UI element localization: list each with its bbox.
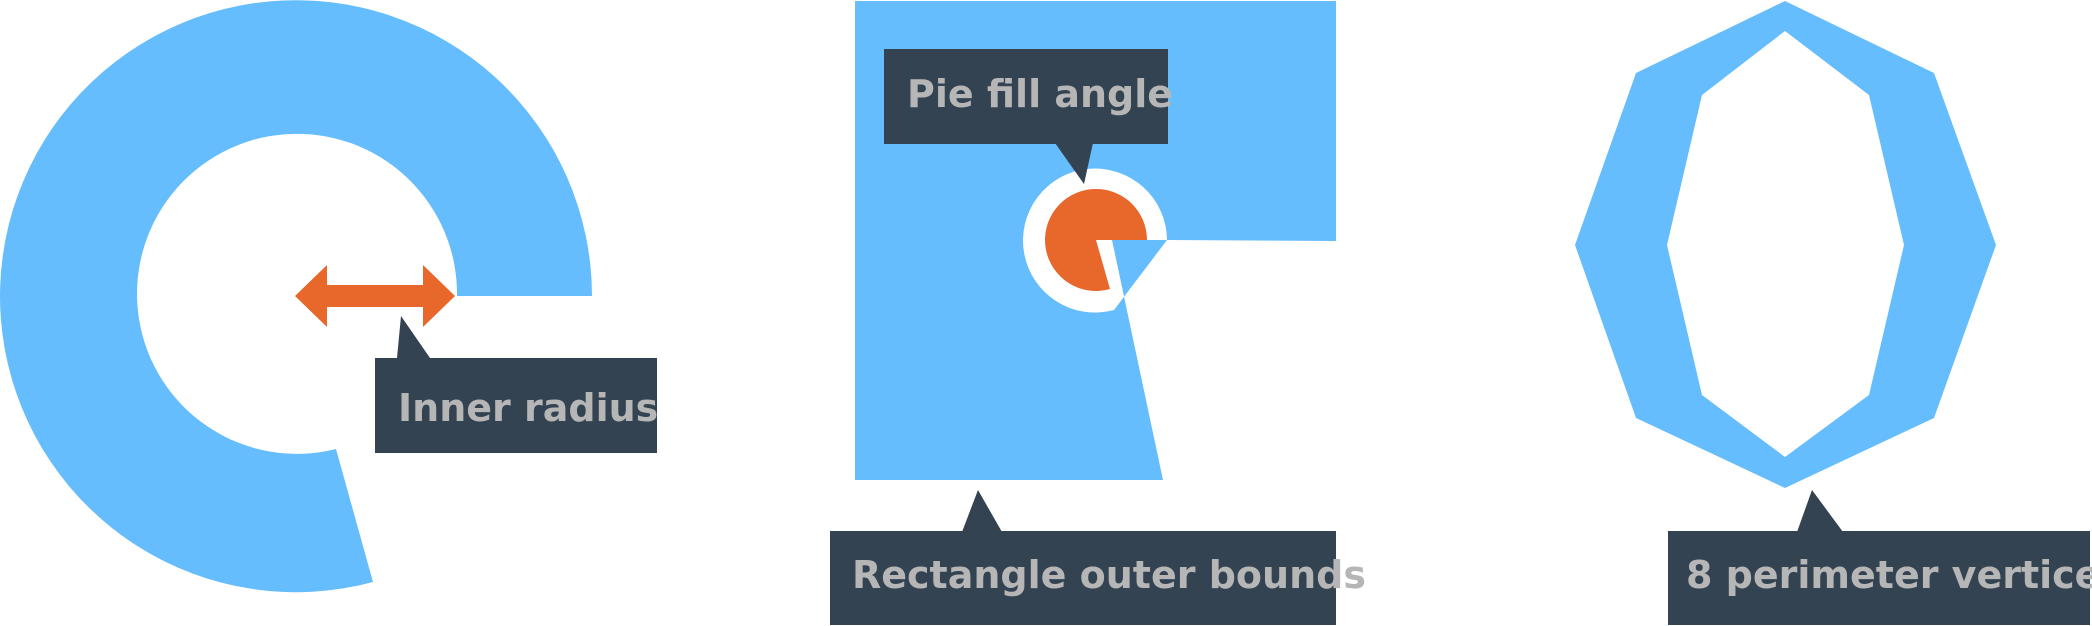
partial-ring-panel: Inner radius [0,0,658,593]
octagon-ring-panel: 8 perimeter vertices [1575,1,2092,625]
pie-fill-angle-label: Pie fill angle [907,72,1173,116]
pie-fill-angle-callout-box [884,49,1168,144]
inner-radius-double-arrow [295,265,455,327]
perimeter-vertices-callout: 8 perimeter vertices [1668,490,2092,625]
inner-radius-callout-pointer [397,316,430,358]
perimeter-vertices-label: 8 perimeter vertices [1686,553,2092,597]
perimeter-vertices-callout-box [1668,531,2090,625]
pie-fill-wedge [1045,188,1147,291]
rectangle-outer-bounds-callout: Rectangle outer bounds [830,490,1366,625]
inner-radius-callout: Inner radius [375,316,658,453]
perimeter-vertices-callout-pointer [1797,490,1843,532]
inner-radius-label: Inner radius [398,386,658,430]
octagon-ring-shape [1575,1,1996,488]
pie-fill-angle-callout: Pie fill angle [884,49,1173,184]
inner-radius-callout-box [375,358,657,453]
rectangle-pie-panel: Pie fill angle Rectangle outer bounds [830,1,1366,625]
pie-fill-angle-callout-pointer [1055,143,1093,184]
rectangle-outer-bounds-label: Rectangle outer bounds [852,553,1366,597]
rectangle-outer-bounds-callout-box [830,531,1336,625]
partial-ring-shape [0,0,593,593]
rectangle-outer-bounds-callout-pointer [962,490,1002,532]
